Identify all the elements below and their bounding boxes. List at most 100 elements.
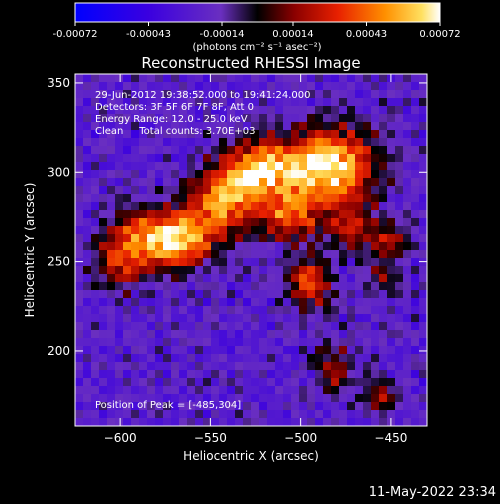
heatmap-cell xyxy=(219,162,228,171)
heatmap-cell xyxy=(187,282,196,291)
heatmap-cell xyxy=(203,378,212,387)
heatmap-cell xyxy=(283,218,292,227)
heatmap-cell xyxy=(187,138,196,147)
heatmap-cell xyxy=(379,210,388,219)
heatmap-cell xyxy=(75,170,84,179)
colorbar xyxy=(74,2,441,23)
heatmap-cell xyxy=(251,170,260,179)
heatmap-cell xyxy=(419,242,427,251)
heatmap-cell xyxy=(267,410,276,419)
heatmap-cell xyxy=(323,82,332,91)
heatmap-cell xyxy=(323,194,332,203)
heatmap-cell xyxy=(147,346,156,355)
heatmap-cell xyxy=(171,162,180,171)
heatmap-cell xyxy=(387,210,396,219)
heatmap-cell xyxy=(131,354,140,363)
heatmap-cell xyxy=(267,122,276,131)
heatmap-cell xyxy=(387,290,396,299)
heatmap-cell xyxy=(403,362,412,371)
heatmap-cell xyxy=(331,210,340,219)
heatmap-cell xyxy=(411,122,420,131)
heatmap-cell xyxy=(299,330,308,339)
heatmap-cell xyxy=(91,74,100,83)
heatmap-cell xyxy=(275,354,284,363)
heatmap-cell xyxy=(395,146,404,155)
heatmap-cell xyxy=(355,218,364,227)
heatmap-cell xyxy=(411,370,420,379)
heatmap-cell xyxy=(235,90,244,99)
heatmap-cell xyxy=(219,410,228,419)
heatmap-cell xyxy=(235,98,244,107)
heatmap-cell xyxy=(179,82,188,91)
heatmap-cell xyxy=(179,266,188,275)
heatmap-cell xyxy=(403,386,412,395)
heatmap-cell xyxy=(323,250,332,259)
heatmap-cell xyxy=(187,218,196,227)
heatmap-cell xyxy=(363,314,372,323)
heatmap-cell xyxy=(75,138,84,147)
heatmap-cell xyxy=(163,362,172,371)
heatmap-cell xyxy=(323,338,332,347)
heatmap-cell xyxy=(99,178,108,187)
heatmap-cell xyxy=(187,122,196,131)
y-tick-label: 250 xyxy=(47,255,70,269)
heatmap-cell xyxy=(163,250,172,259)
colorbar-tick-label: -0.00072 xyxy=(53,29,98,40)
heatmap-cell xyxy=(171,170,180,179)
heatmap-cell xyxy=(99,402,108,411)
heatmap-cell xyxy=(243,138,252,147)
heatmap-cell xyxy=(211,138,220,147)
heatmap-cell xyxy=(219,202,228,211)
heatmap-cell xyxy=(115,314,124,323)
heatmap-cell xyxy=(107,130,116,139)
heatmap-cell xyxy=(163,306,172,315)
heatmap-cell xyxy=(395,226,404,235)
heatmap-cell xyxy=(83,202,92,211)
heatmap-cell xyxy=(267,362,276,371)
heatmap-cell xyxy=(275,394,284,403)
heatmap-cell xyxy=(163,218,172,227)
heatmap-cell xyxy=(131,226,140,235)
heatmap-cell xyxy=(339,154,348,163)
heatmap-cell xyxy=(387,218,396,227)
heatmap-cell xyxy=(235,322,244,331)
heatmap-cell xyxy=(115,170,124,179)
heatmap-cell xyxy=(91,298,100,307)
heatmap-cell xyxy=(307,330,316,339)
heatmap-cell xyxy=(179,362,188,371)
heatmap-cell xyxy=(419,378,427,387)
heatmap-cell xyxy=(259,130,268,139)
heatmap-cell xyxy=(171,90,180,99)
heatmap-cell xyxy=(123,234,132,243)
heatmap-cell xyxy=(403,402,412,411)
heatmap-cell xyxy=(323,346,332,355)
heatmap-cell xyxy=(163,106,172,115)
heatmap-cell xyxy=(115,346,124,355)
heatmap-cell xyxy=(363,154,372,163)
heatmap-cell xyxy=(251,346,260,355)
heatmap-cell xyxy=(235,218,244,227)
heatmap-cell xyxy=(179,90,188,99)
heatmap-cell xyxy=(259,274,268,283)
heatmap-cell xyxy=(331,82,340,91)
heatmap-cell xyxy=(355,362,364,371)
heatmap-cell xyxy=(299,146,308,155)
heatmap-cell xyxy=(163,98,172,107)
heatmap-cell xyxy=(195,370,204,379)
heatmap-cell xyxy=(235,314,244,323)
heatmap-cell xyxy=(315,338,324,347)
heatmap-cell xyxy=(259,362,268,371)
heatmap-cell xyxy=(347,306,356,315)
heatmap-cell xyxy=(387,298,396,307)
heatmap-cell xyxy=(179,338,188,347)
heatmap-cell xyxy=(259,90,268,99)
heatmap-cell xyxy=(243,274,252,283)
heatmap-cell xyxy=(371,282,380,291)
heatmap-cell xyxy=(123,418,132,426)
heatmap-cell xyxy=(155,178,164,187)
heatmap-cell xyxy=(123,242,132,251)
heatmap-cell xyxy=(403,274,412,283)
heatmap-cell xyxy=(331,394,340,403)
heatmap-cell xyxy=(363,402,372,411)
heatmap-cell xyxy=(275,250,284,259)
